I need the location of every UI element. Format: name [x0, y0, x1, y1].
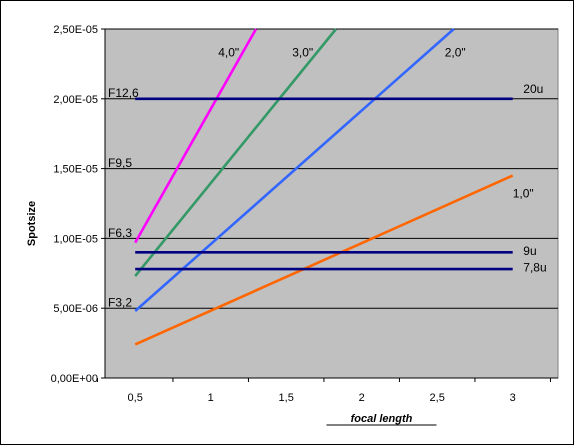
x-tick-label: 3: [510, 392, 516, 404]
y-tick-label: 5,00E-06: [53, 303, 98, 315]
f-number-label: F9,5: [108, 156, 132, 170]
y-tick-label: 0,00E+00: [51, 373, 98, 385]
f-number-label: F12,6: [108, 86, 139, 100]
y-axis-title: Spotsize: [26, 201, 38, 246]
y-tick-label: 1,00E-05: [53, 233, 98, 245]
series-label: 20u: [523, 82, 543, 96]
series-label: 3,0": [292, 46, 313, 60]
series-line: [134, 28, 338, 277]
y-axis: 0,00E+00 5,00E-06 1,00E-05 1,50E-05 2,00E-05…: [51, 24, 106, 385]
series-line: [134, 28, 455, 312]
series-layer: 4,0" 3,0" 2,0" 1,0" 20u 9u 7,8u: [134, 28, 547, 346]
y-tick-label: 2,00E-05: [53, 94, 98, 106]
series-label: 9u: [523, 244, 536, 258]
x-axis-title: focal length: [351, 413, 413, 425]
x-tick-label: 1,5: [279, 392, 294, 404]
series-label: 1,0": [513, 187, 534, 201]
f-number-label: F6,3: [108, 226, 132, 240]
y-tick-label: 1,50E-05: [53, 164, 98, 176]
x-tick-label: 2,5: [430, 392, 445, 404]
x-axis: 0,5 1 1,5 2 2,5 3: [96, 377, 558, 404]
annotation-layer: F12,6 F9,5 F6,3 F3,2: [108, 86, 139, 309]
series-line: [134, 28, 258, 244]
x-tick-label: 2: [359, 392, 365, 404]
x-tick-label: 0,5: [128, 392, 143, 404]
plot-area: [104, 28, 559, 379]
f-number-label: F3,2: [108, 296, 132, 310]
series-label: 2,0": [445, 46, 466, 60]
y-tick-label: 2,50E-05: [53, 24, 98, 36]
series-line: [134, 174, 514, 346]
x-tick-label: 1: [208, 392, 214, 404]
series-label: 4,0": [218, 46, 239, 60]
series-label: 7,8u: [523, 261, 546, 275]
